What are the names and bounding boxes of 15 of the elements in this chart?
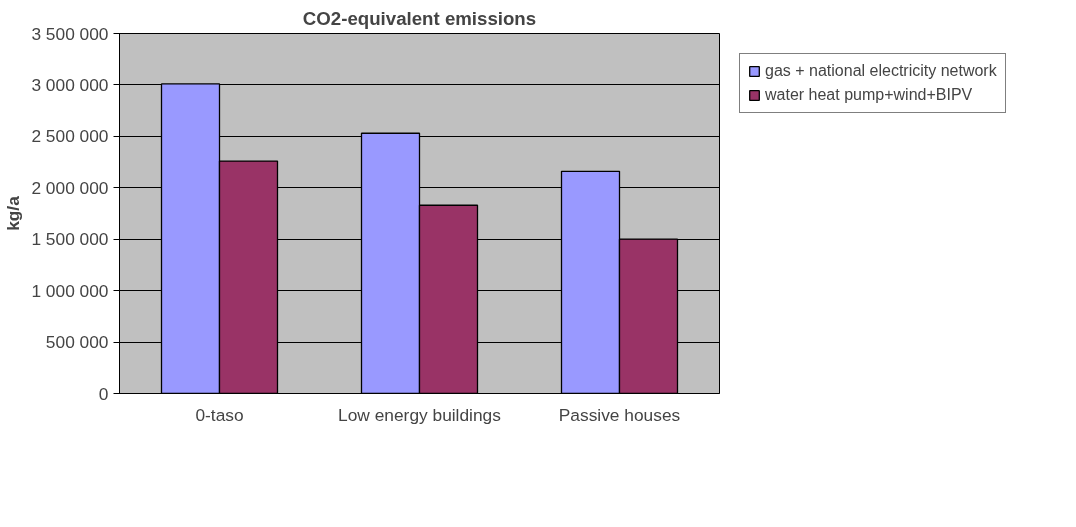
x-tick-label: Passive houses — [558, 404, 681, 425]
chart-title: CO2-equivalent emissions — [302, 7, 537, 29]
y-tick-label: 0 — [98, 383, 109, 404]
y-tick-label: 2 000 000 — [31, 177, 109, 198]
y-tick-label: 500 000 — [45, 332, 109, 353]
y-tick-label: 3 500 000 — [31, 23, 109, 44]
legend-label: gas + national electricity network — [765, 62, 997, 80]
x-tick-label: 0-taso — [195, 404, 244, 425]
x-tick-label: Low energy buildings — [338, 404, 502, 425]
y-tick-label: 1 500 000 — [31, 229, 109, 250]
legend-label: water heat pump+wind+BIPV — [765, 86, 973, 104]
y-axis-title: kg/a — [3, 195, 24, 231]
y-tick-label: 1 000 000 — [31, 280, 109, 301]
y-tick-label: 3 000 000 — [31, 74, 109, 95]
y-tick-label: 2 500 000 — [31, 126, 109, 147]
